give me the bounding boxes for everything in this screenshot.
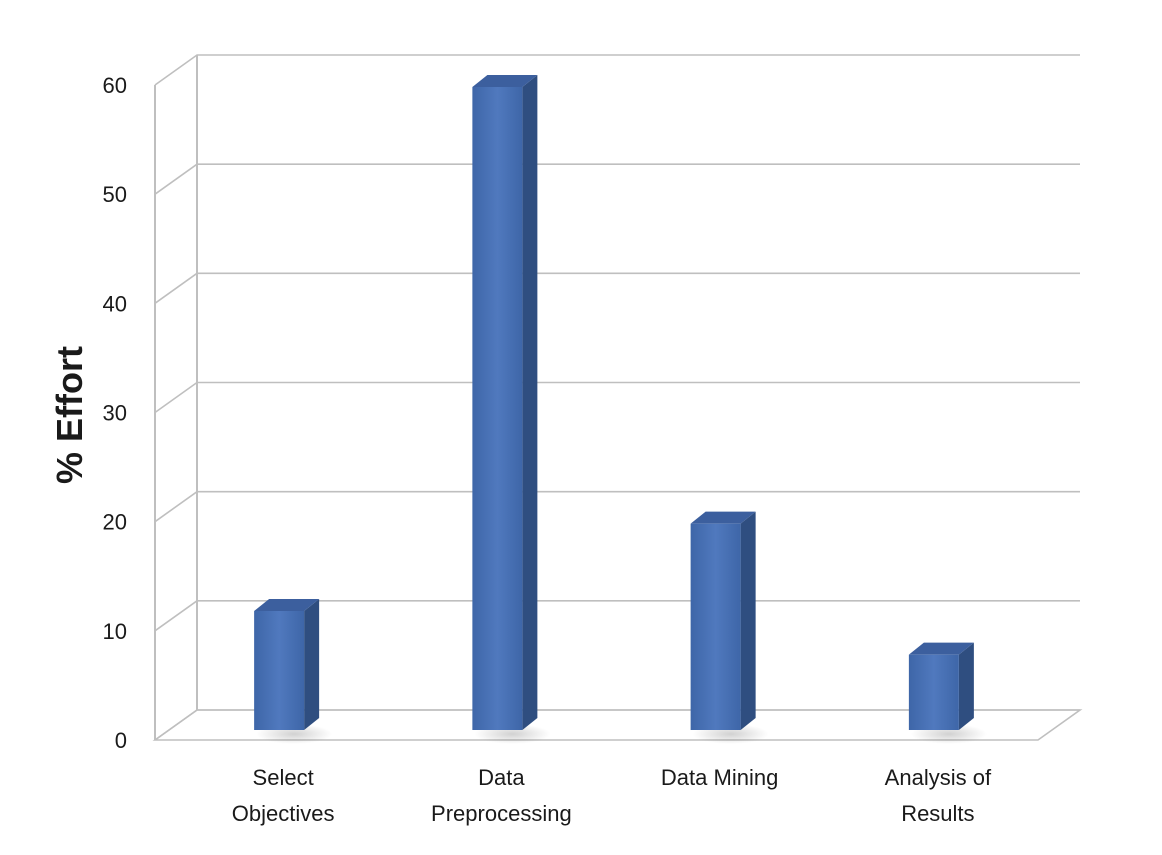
gridline bbox=[154, 54, 1080, 86]
y-axis-title: % Effort bbox=[49, 346, 90, 484]
gridline bbox=[154, 272, 1080, 304]
gridline bbox=[154, 381, 1080, 414]
y-tick-label: 30 bbox=[103, 401, 127, 426]
x-tick-label: Analysis of bbox=[885, 765, 992, 790]
bar bbox=[908, 654, 959, 730]
x-tick-label: Data Mining bbox=[661, 765, 778, 790]
y-tick-label: 20 bbox=[103, 510, 127, 535]
y-tick-label: 50 bbox=[103, 182, 127, 207]
bar-side-face bbox=[304, 599, 320, 730]
x-tick-label: Results bbox=[901, 801, 974, 826]
x-tick-label: Preprocessing bbox=[431, 801, 572, 826]
y-tick-label: 40 bbox=[103, 291, 127, 316]
bar-side-face bbox=[958, 642, 974, 730]
bar bbox=[690, 523, 741, 730]
x-tick-label: Data bbox=[478, 765, 525, 790]
y-tick-label: 10 bbox=[103, 619, 127, 644]
bar-side-face bbox=[740, 511, 756, 730]
x-tick-label: Objectives bbox=[232, 801, 335, 826]
label-layer: 0 10 20 30 40 50 60 Select Objectives Data Preproc… bbox=[103, 73, 992, 826]
gridline bbox=[154, 163, 1080, 195]
bar bbox=[472, 87, 523, 730]
bar-top-face bbox=[472, 75, 538, 87]
y-tick-label: 0 bbox=[115, 728, 127, 753]
bar bbox=[254, 611, 305, 730]
bar-side-face bbox=[522, 75, 538, 730]
bar-layer bbox=[254, 75, 987, 744]
bar-top-face bbox=[690, 511, 756, 524]
bar-top-face bbox=[908, 642, 974, 655]
axis-layer bbox=[154, 55, 198, 740]
bar-top-face bbox=[254, 599, 320, 611]
y-tick-label: 60 bbox=[103, 73, 127, 98]
x-tick-label: Select bbox=[253, 765, 314, 790]
gridline bbox=[154, 490, 1080, 523]
